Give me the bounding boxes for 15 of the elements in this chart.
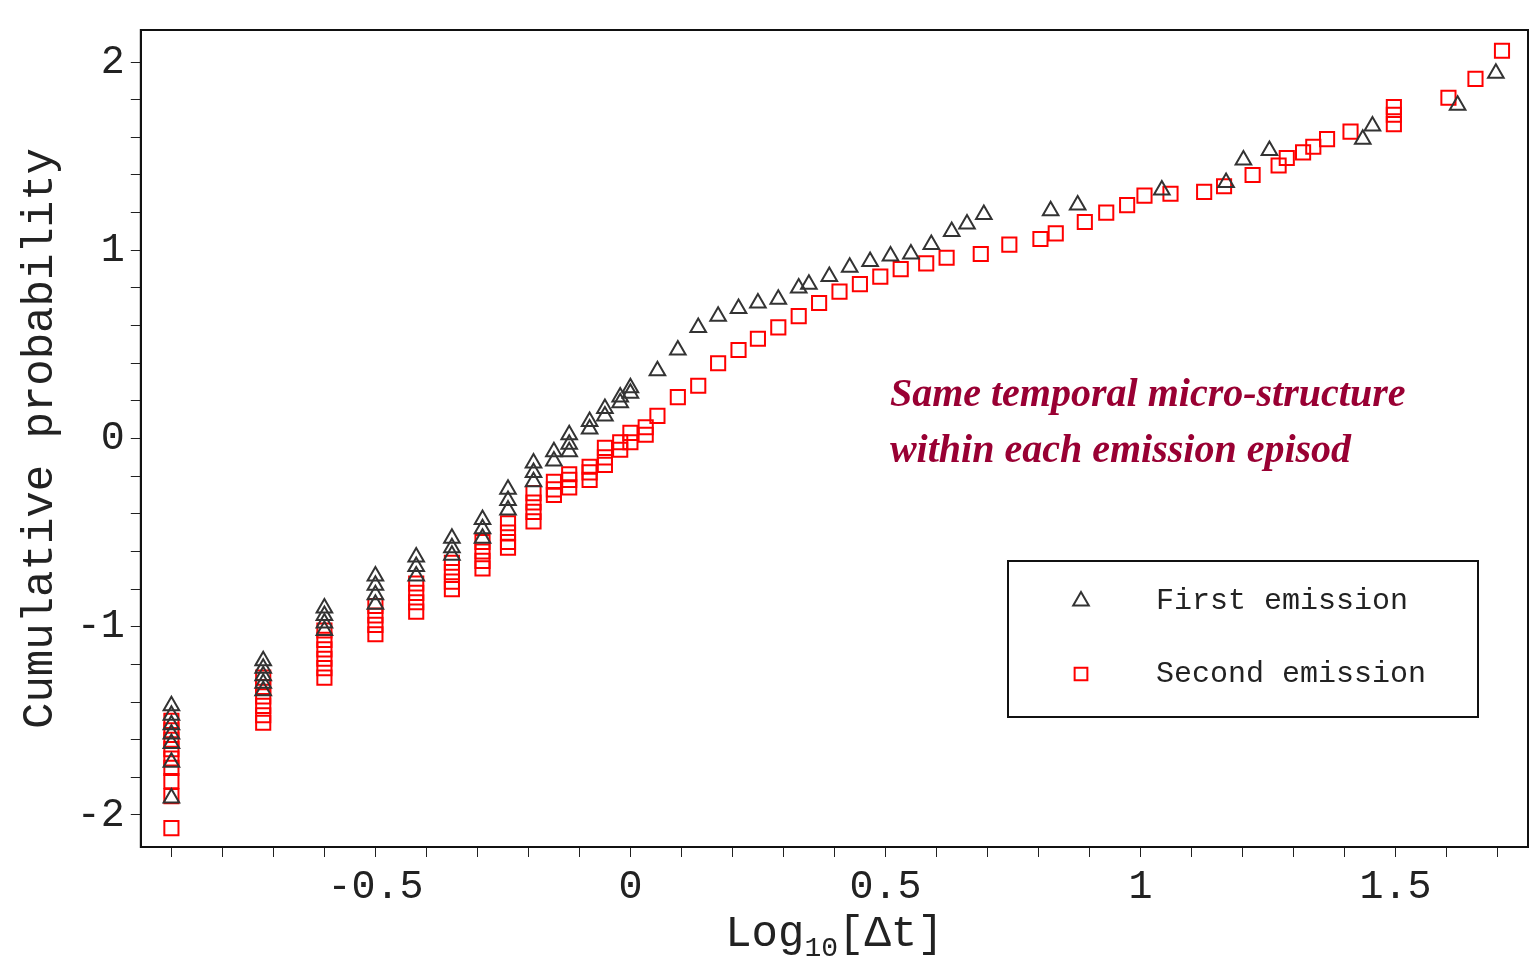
- annotation: Same temporal micro-structure within each emission episod: [889, 368, 1406, 473]
- y-tick-label: -2: [76, 792, 125, 838]
- x-tick-label: 1: [1128, 864, 1153, 910]
- y-axis-title: Cumulative probability: [15, 148, 66, 729]
- x-tick-label: 1.5: [1359, 864, 1432, 910]
- x-tick-label: 0: [618, 864, 643, 910]
- x-axis-title: Log$_{10}$[Δt]: [725, 909, 944, 964]
- y-tick-label: 1: [100, 227, 125, 273]
- x-tick-label: 0.5: [849, 864, 922, 910]
- legend-label: First emission: [1156, 583, 1409, 618]
- x-tick-label: -0.5: [327, 864, 424, 910]
- y-tick-label: 0: [100, 416, 125, 462]
- y-tick-label: -1: [76, 604, 125, 650]
- legend-label: Second emission: [1156, 656, 1427, 691]
- y-tick-label: 2: [100, 39, 125, 85]
